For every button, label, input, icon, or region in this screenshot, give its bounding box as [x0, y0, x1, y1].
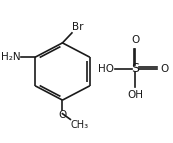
Text: O: O: [161, 64, 169, 74]
Text: HO: HO: [98, 64, 114, 74]
Text: OH: OH: [127, 90, 143, 100]
Text: O: O: [131, 35, 139, 45]
Text: Br: Br: [72, 22, 84, 32]
Text: S: S: [131, 62, 139, 75]
Text: CH₃: CH₃: [71, 120, 89, 130]
Text: O: O: [58, 110, 67, 120]
Text: H₂N: H₂N: [1, 52, 20, 62]
